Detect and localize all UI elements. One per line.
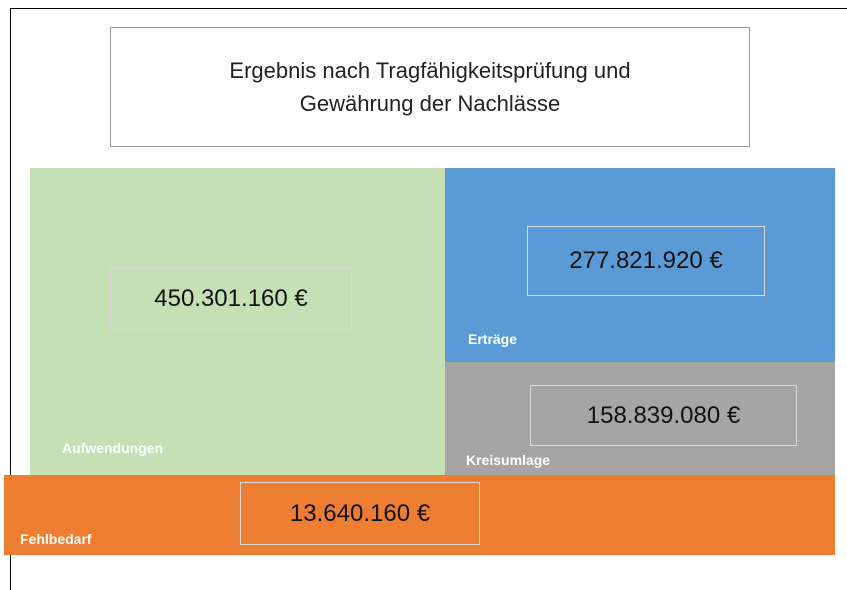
title-line: Ergebnis nach Tragfähigkeitsprüfung und bbox=[229, 58, 631, 83]
levy-label: Kreisumlage bbox=[466, 452, 551, 468]
levy-value: 158.839.080 € bbox=[530, 385, 797, 446]
expenses-block bbox=[30, 168, 445, 475]
title-line: Gewährung der Nachlässe bbox=[299, 91, 561, 116]
frame bbox=[10, 8, 847, 590]
deficit-value: 13.640.160 € bbox=[240, 482, 480, 545]
income-block bbox=[445, 168, 835, 362]
expenses-label: Aufwendungen bbox=[62, 440, 164, 456]
expenses-value: 450.301.160 € bbox=[110, 268, 352, 330]
deficit-block bbox=[4, 475, 835, 555]
deficit-label: Fehlbedarf bbox=[20, 531, 92, 547]
title-box: Ergebnis nach Tragfähigkeitsprüfung und … bbox=[110, 27, 750, 147]
levy-block bbox=[445, 362, 835, 475]
income-label: Erträge bbox=[468, 331, 518, 347]
income-value: 277.821.920 € bbox=[527, 226, 765, 296]
